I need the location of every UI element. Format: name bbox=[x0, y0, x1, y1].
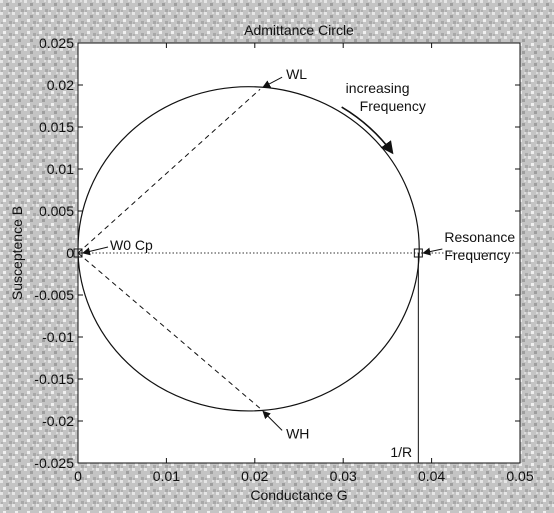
wl-arrow bbox=[262, 76, 283, 88]
annotation-resonance: Resonance bbox=[444, 229, 515, 245]
y-tick-label: -0.015 bbox=[34, 371, 74, 387]
axes: 0 0.01 0.02 0.03 0.04 0.05 -0.025 -0.02 -0.015 -0… bbox=[34, 35, 534, 484]
annotation-wh: WH bbox=[286, 425, 309, 441]
y-tick-label: -0.02 bbox=[42, 413, 74, 429]
w0cp-arrow bbox=[82, 246, 109, 256]
chart-marks bbox=[73, 76, 520, 463]
y-tick-label: 0.02 bbox=[47, 77, 74, 93]
annotation-wl: WL bbox=[286, 66, 307, 82]
y-axis-label: Susceptence B bbox=[9, 206, 25, 300]
y-tick-label: 0.025 bbox=[39, 35, 74, 51]
y-tick-label: -0.005 bbox=[34, 287, 74, 303]
y-tick-label: -0.025 bbox=[34, 455, 74, 471]
y-tick-label: -0.01 bbox=[42, 329, 74, 345]
y-tick-label: 0.01 bbox=[47, 161, 74, 177]
x-tick-label: 0.04 bbox=[418, 468, 445, 484]
x-axis-label: Conductance G bbox=[250, 487, 347, 503]
x-tick-label: 0.03 bbox=[330, 468, 357, 484]
annotation-increasing: increasing bbox=[346, 80, 410, 96]
x-tick-label: 0 bbox=[74, 468, 82, 484]
resonance-marker bbox=[413, 248, 423, 258]
x-tick-label: 0.02 bbox=[241, 468, 268, 484]
annotation-increasing-frequency: Frequency bbox=[360, 98, 426, 114]
wh-dashed-line bbox=[77, 252, 261, 409]
x-tick-label: 0.01 bbox=[153, 468, 180, 484]
annotation-resonance-frequency: Frequency bbox=[444, 247, 510, 263]
x-tick-label: 0.05 bbox=[506, 468, 533, 484]
annotation-w0cp: W0 Cp bbox=[110, 237, 153, 253]
wh-arrow bbox=[262, 410, 283, 431]
y-tick-label: 0 bbox=[66, 245, 74, 261]
increasing-frequency-arrow bbox=[341, 106, 394, 155]
w0cp-marker bbox=[73, 248, 83, 258]
wl-dashed-line bbox=[77, 88, 261, 254]
annotation-inv-r: 1/R bbox=[390, 444, 412, 460]
y-tick-label: 0.005 bbox=[39, 203, 74, 219]
chart-title: Admittance Circle bbox=[244, 22, 354, 38]
y-tick-label: 0.015 bbox=[39, 119, 74, 135]
resonance-arrow bbox=[422, 247, 443, 256]
